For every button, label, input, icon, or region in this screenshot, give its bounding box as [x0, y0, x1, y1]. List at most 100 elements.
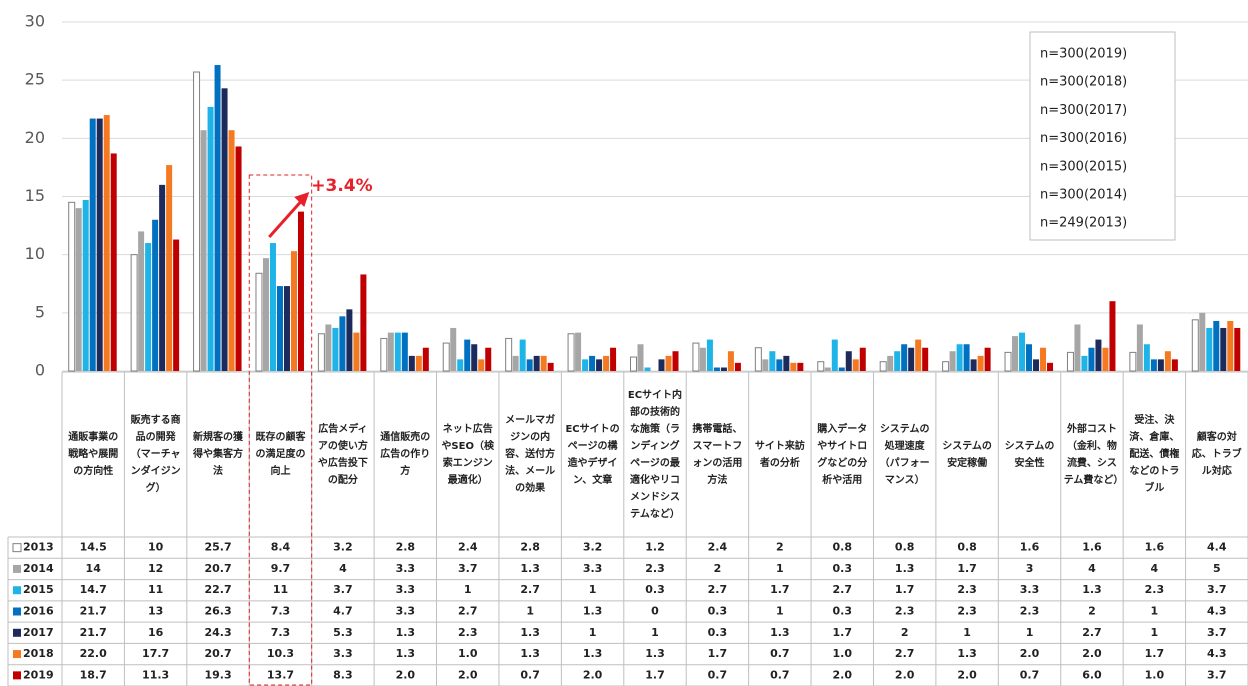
category-label-box: サイト来訪者の分析 — [755, 441, 805, 469]
table-cell: 8.4 — [271, 541, 291, 554]
bar — [1150, 359, 1157, 371]
bar — [797, 362, 804, 371]
bar — [1164, 351, 1171, 371]
table-cell: 21.7 — [80, 605, 107, 618]
bar — [720, 367, 727, 371]
x-tick-label: システムの処理速度（パフォーマンス） — [879, 423, 930, 486]
bar — [110, 153, 117, 371]
table-cell: 0 — [651, 605, 659, 618]
sample-size: n=300(2019) — [1040, 47, 1127, 62]
table-cell: 1.3 — [520, 647, 540, 660]
bar — [734, 362, 741, 371]
table-cell: 0.7 — [708, 668, 728, 681]
table-cell: 2.8 — [396, 541, 416, 554]
table-cell: 1.0 — [833, 647, 853, 660]
bar — [984, 347, 991, 371]
table-cell: 0.7 — [520, 668, 540, 681]
bar — [89, 118, 96, 371]
bar — [582, 359, 589, 371]
bar — [1047, 362, 1054, 371]
bar — [942, 361, 950, 372]
table-cell: 3.3 — [583, 562, 603, 575]
bar — [360, 274, 367, 371]
table-cell: 2.0 — [1082, 647, 1102, 660]
table-cell: 2 — [1088, 605, 1096, 618]
x-tick-label: 外部コスト（金利、物流費、システム費など） — [1063, 423, 1124, 486]
table-cell: 1.0 — [458, 647, 478, 660]
bar — [1220, 327, 1227, 371]
table-cell: 2.7 — [458, 605, 478, 618]
table-cell: 2.4 — [708, 541, 728, 554]
bar — [1019, 332, 1026, 371]
legend-label: 2019 — [23, 668, 54, 681]
bar — [325, 324, 332, 371]
table-cell: 2.0 — [396, 668, 416, 681]
bar — [145, 243, 152, 371]
y-tick-label: 15 — [25, 186, 45, 205]
bar — [672, 351, 679, 371]
table-cell: 2.0 — [1020, 647, 1040, 660]
table-cell: 1.3 — [895, 562, 915, 575]
bar — [457, 359, 464, 371]
table-cell: 3.7 — [1207, 668, 1227, 681]
table-cell: 1 — [776, 605, 784, 618]
bar — [658, 359, 665, 371]
bar — [754, 347, 762, 372]
table-cell: 0.8 — [895, 541, 915, 554]
bar — [346, 309, 353, 371]
table-cell: 13 — [148, 605, 163, 618]
table-cell: 0.7 — [1020, 668, 1040, 681]
bar — [610, 347, 617, 371]
table-cell: 2 — [776, 541, 784, 554]
table-cell: 1.2 — [645, 541, 665, 554]
table-cell: 1 — [589, 626, 597, 639]
table-cell: 0.3 — [645, 583, 665, 596]
legend-label: 2014 — [23, 562, 54, 575]
y-tick-label: 5 — [35, 302, 45, 321]
table-cell: 1 — [589, 583, 597, 596]
table-cell: 1.7 — [895, 583, 915, 596]
x-tick-label: システムの安定稼働 — [942, 440, 992, 469]
table-cell: 22.0 — [80, 647, 107, 660]
table-cell: 1.7 — [957, 562, 977, 575]
table-cell: 2.3 — [895, 605, 915, 618]
table-cell: 2.7 — [708, 583, 728, 596]
table-cell: 12 — [148, 562, 163, 575]
table-cell: 2.3 — [1020, 605, 1040, 618]
legend-label: 2017 — [23, 626, 54, 639]
arrow — [268, 199, 304, 238]
table-cell: 1.6 — [1020, 541, 1040, 554]
table-cell: 1.3 — [645, 647, 665, 660]
bar — [706, 339, 713, 371]
table-cell: 1.3 — [396, 626, 416, 639]
bar — [533, 355, 540, 371]
bar — [894, 351, 901, 371]
highlight-box — [248, 174, 313, 686]
bar — [485, 347, 492, 371]
bar — [630, 356, 637, 372]
table-cell: 1.3 — [520, 562, 540, 575]
bar — [949, 351, 956, 371]
legend-marker — [13, 628, 21, 637]
table-cell: 10.3 — [267, 647, 294, 660]
table-cell: 3.3 — [396, 605, 416, 618]
bar — [464, 339, 471, 371]
legend-marker — [13, 650, 21, 659]
table-cell: 1.3 — [957, 647, 977, 660]
bar — [166, 165, 173, 371]
legend-marker — [12, 543, 22, 553]
table-cell: 4.3 — [1207, 647, 1227, 660]
table-cell: 10 — [148, 541, 164, 554]
table-cell: 2 — [901, 626, 909, 639]
bar — [68, 201, 76, 372]
bar — [262, 258, 269, 371]
bar — [575, 332, 582, 371]
bar — [290, 251, 297, 371]
table-cell: 7.3 — [271, 626, 291, 639]
bar — [75, 208, 82, 371]
bar — [1109, 301, 1116, 371]
table-cell: 2.0 — [895, 668, 915, 681]
category-label-box: ECサイト内部の技術的な施策（ランディングページの最適化やリコメンドシステムなど… — [628, 390, 682, 520]
table-cell: 2.3 — [957, 583, 977, 596]
bar — [1066, 351, 1074, 372]
